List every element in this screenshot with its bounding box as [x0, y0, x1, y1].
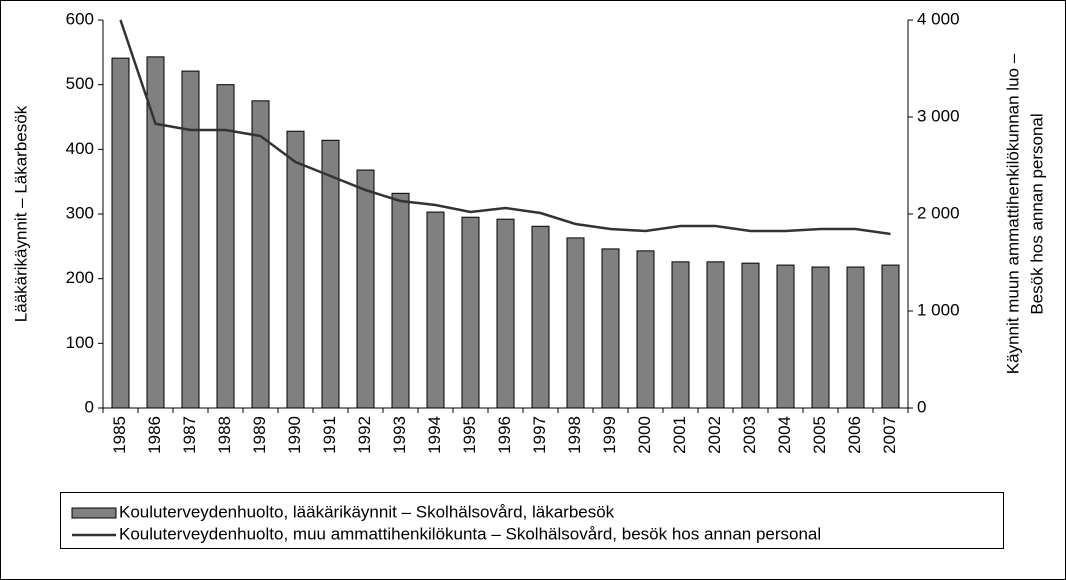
- x-tick-label: 1992: [355, 416, 374, 454]
- y2-axis-title: Käynnit muun ammattihenkilökunnan luo –: [1003, 53, 1022, 374]
- bar: [321, 139, 340, 409]
- legend-label: Kouluterveydenhuolto, muu ammattihenkilö…: [119, 524, 821, 543]
- y2-tick-label: 0: [917, 397, 926, 416]
- x-tick-label: 1995: [460, 416, 479, 454]
- y-tick-label: 200: [66, 268, 94, 287]
- y-tick-label: 400: [66, 139, 94, 158]
- x-tick-label: 1994: [425, 416, 444, 454]
- y2-tick-label: 1 000: [917, 300, 960, 319]
- x-tick-label: 1985: [110, 416, 129, 454]
- bar: [741, 262, 760, 409]
- y2-tick-label: 2 000: [917, 203, 960, 222]
- bar: [461, 216, 480, 409]
- x-tick-label: 2003: [740, 416, 759, 454]
- x-tick-label: 2001: [670, 416, 689, 454]
- bar: [811, 266, 830, 409]
- bar: [601, 248, 620, 409]
- x-tick-label: 1991: [320, 416, 339, 454]
- x-tick-label: 1993: [390, 416, 409, 454]
- y2-tick-label: 3 000: [917, 106, 960, 125]
- x-tick-label: 1999: [600, 416, 619, 454]
- bar: [391, 192, 410, 409]
- x-tick-label: 2000: [635, 416, 654, 454]
- bar: [531, 225, 550, 409]
- bar: [846, 266, 865, 409]
- x-tick-label: 1990: [285, 416, 304, 454]
- bar: [881, 264, 900, 409]
- x-tick-label: 2005: [810, 416, 829, 454]
- bar: [111, 57, 130, 409]
- y2-tick-label: 4 000: [917, 9, 960, 28]
- y-tick-label: 100: [66, 333, 94, 352]
- y-tick-label: 0: [85, 397, 94, 416]
- bar: [671, 261, 690, 409]
- legend-swatch: [71, 507, 117, 519]
- bar: [426, 211, 445, 409]
- y2-axis-title: Besök hos annan personal: [1027, 113, 1046, 314]
- x-tick-label: 1988: [215, 416, 234, 454]
- bar: [706, 261, 725, 409]
- bar: [181, 70, 200, 409]
- x-tick-label: 1989: [250, 416, 269, 454]
- line: [119, 19, 891, 236]
- x-tick-label: 1987: [180, 416, 199, 454]
- y-tick-label: 300: [66, 203, 94, 222]
- legend-label: Kouluterveydenhuolto, lääkärikäynnit – S…: [119, 502, 615, 521]
- bar: [251, 100, 270, 409]
- x-tick-label: 1998: [565, 416, 584, 454]
- bar: [566, 237, 585, 409]
- bar: [776, 264, 795, 409]
- bar: [636, 250, 655, 409]
- x-tick-label: 2002: [705, 416, 724, 454]
- y-axis-title: Lääkärikäynnit – Läkarbesök: [11, 105, 30, 322]
- bar: [356, 169, 375, 409]
- bar: [286, 130, 305, 409]
- x-tick-label: 2007: [880, 416, 899, 454]
- x-tick-label: 1986: [145, 416, 164, 454]
- x-tick-label: 2004: [775, 416, 794, 454]
- y-tick-label: 500: [66, 74, 94, 93]
- x-tick-label: 2006: [845, 416, 864, 454]
- legend-box: [60, 492, 1004, 549]
- bar: [146, 56, 165, 409]
- x-tick-label: 1997: [530, 416, 549, 454]
- bar: [216, 84, 235, 409]
- bar: [496, 218, 515, 409]
- y-tick-label: 600: [66, 9, 94, 28]
- x-tick-label: 1996: [495, 416, 514, 454]
